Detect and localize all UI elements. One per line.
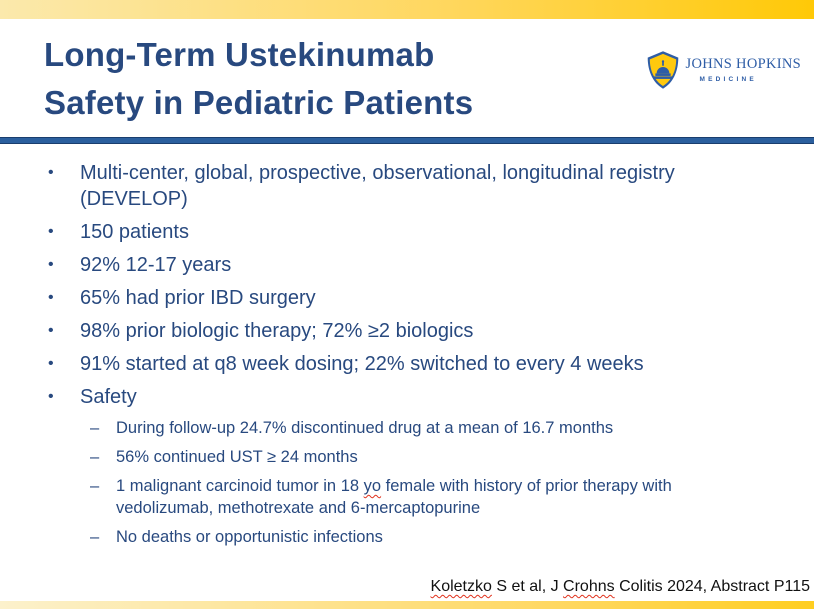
sub-bullet-text: No deaths or opportunistic infections (116, 528, 383, 546)
bullet-text: 91% started at q8 week dosing; 22% switc… (80, 353, 644, 375)
safety-sub-bullet-list: – During follow-up 24.7% discontinued dr… (90, 417, 778, 548)
slide-title: Long-Term Ustekinumab Safety in Pediatri… (44, 31, 473, 127)
dash-marker: – (90, 477, 100, 495)
main-bullet-list: • Multi-center, global, prospective, obs… (48, 160, 778, 410)
dash-marker: – (90, 419, 100, 437)
bullet-marker: • (48, 256, 54, 273)
bullet-text: Multi-center, global, prospective, obser… (80, 162, 675, 210)
sub-bullet-text: 56% continued UST ≥ 24 months (116, 448, 358, 466)
bullet-item: • 91% started at q8 week dosing; 22% swi… (48, 351, 778, 377)
johns-hopkins-logo-text: JOHNS HOPKINS MEDICINE (686, 56, 802, 83)
bullet-marker: • (48, 223, 54, 240)
bullet-item-safety: • Safety (48, 384, 778, 410)
sub-bullet-item: – During follow-up 24.7% discontinued dr… (90, 417, 778, 439)
bullet-text: 98% prior biologic therapy; 72% ≥2 biolo… (80, 320, 474, 342)
johns-hopkins-logo: JOHNS HOPKINS MEDICINE (646, 50, 802, 90)
bullet-item: • 98% prior biologic therapy; 72% ≥2 bio… (48, 318, 778, 344)
bullet-marker: • (48, 355, 54, 372)
citation-text: Koletzko S et al, J Crohns Colitis 2024,… (431, 578, 810, 596)
misspelled-word: yo (363, 477, 382, 495)
slide-title-line1: Long-Term Ustekinumab (44, 36, 435, 73)
bullet-item: • Multi-center, global, prospective, obs… (48, 160, 778, 212)
citation-author: Koletzko (430, 578, 492, 595)
sub-bullet-text: During follow-up 24.7% discontinued drug… (116, 419, 614, 437)
bullet-item: • 92% 12-17 years (48, 252, 778, 278)
bullet-item: • 150 patients (48, 219, 778, 245)
sub-bullet-item: – No deaths or opportunistic infections (90, 526, 778, 548)
bottom-gold-bar (0, 601, 814, 609)
johns-hopkins-shield-icon (647, 51, 678, 89)
bullet-text: Safety (80, 386, 137, 408)
bullet-marker: • (48, 322, 54, 339)
slide-title-line2: Safety in Pediatric Patients (44, 83, 474, 121)
blue-divider-line (0, 137, 814, 144)
sub-bullet-text: 1 malignant carcinoid tumor in 18 yo fem… (116, 475, 681, 519)
logo-division-name: MEDICINE (699, 75, 757, 83)
bullet-text: 92% 12-17 years (80, 254, 232, 276)
bullet-item: • 65% had prior IBD surgery (48, 285, 778, 311)
bullet-marker: • (48, 164, 54, 181)
sub-bullet-text-post: female with history of prior therapy wit… (116, 477, 672, 517)
citation-journal-word: Crohns (563, 578, 615, 595)
dash-marker: – (90, 528, 100, 546)
bullet-text: 150 patients (80, 221, 189, 243)
sub-bullet-item: – 56% continued UST ≥ 24 months (90, 446, 778, 468)
slide-body: • Multi-center, global, prospective, obs… (48, 160, 778, 555)
slide-header: Long-Term Ustekinumab Safety in Pediatri… (0, 19, 814, 138)
logo-org-name: JOHNS HOPKINS (685, 56, 801, 72)
citation-mid: S et al, J (491, 578, 564, 595)
sub-bullet-text-pre: 1 malignant carcinoid tumor in 18 (116, 477, 364, 495)
bullet-marker: • (48, 289, 54, 306)
top-gold-bar (0, 0, 814, 19)
bullet-text: 65% had prior IBD surgery (80, 287, 316, 309)
dash-marker: – (90, 448, 100, 466)
sub-bullet-item: – 1 malignant carcinoid tumor in 18 yo f… (90, 475, 778, 519)
bullet-marker: • (48, 388, 54, 405)
citation-rest: Colitis 2024, Abstract P115 (614, 578, 810, 595)
